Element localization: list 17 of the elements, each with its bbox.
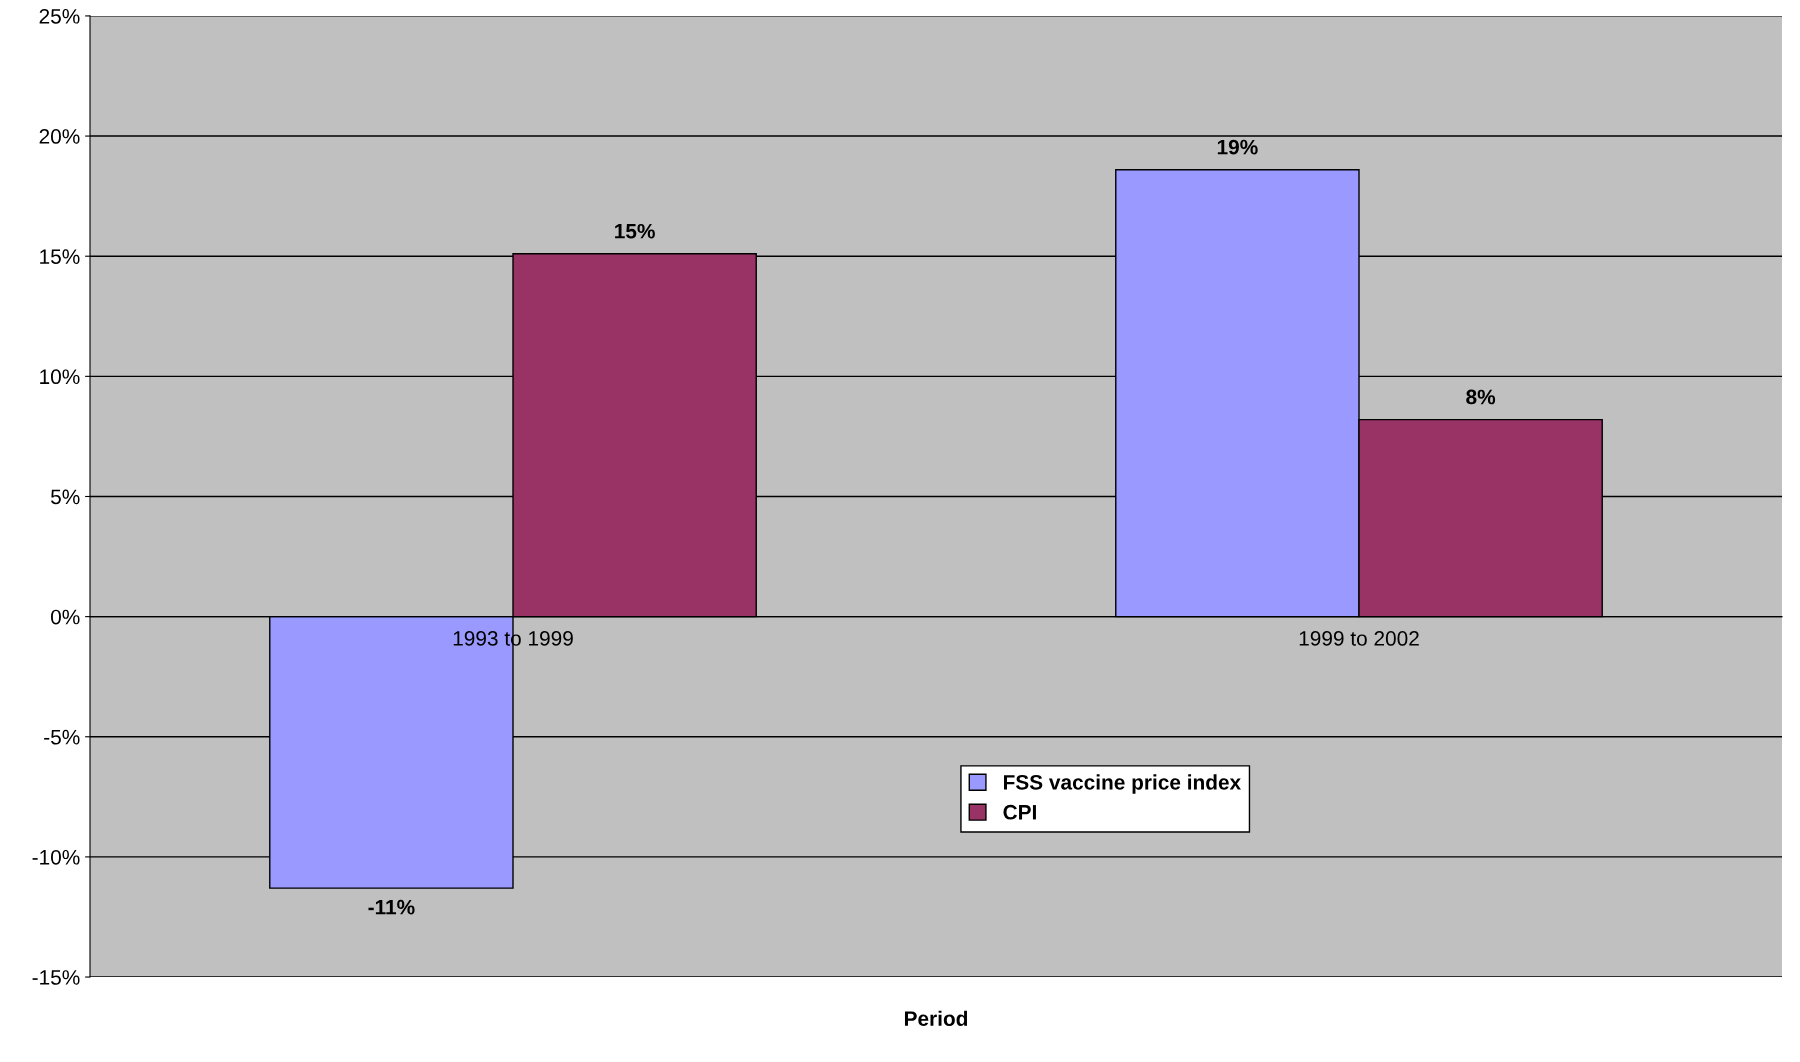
legend-label: CPI [1003,804,1036,820]
x-tick-label: 1999 to 2002 [1299,631,1419,646]
y-tick-label: 25% [39,8,80,24]
y-tick-label: -15% [32,970,80,985]
y-tick-label: 0% [50,609,80,625]
y-tick-label: 20% [39,129,80,144]
y-tick-label: -10% [32,849,80,865]
data-label: 8% [1466,389,1496,405]
x-axis-title: Period [904,1010,968,1026]
y-tick-label: 15% [40,249,80,264]
data-label: 19% [1217,139,1258,155]
y-tick-label: 5% [51,489,80,505]
y-tick-label: -5% [44,729,80,745]
data-label: 15% [615,223,655,239]
data-label: -11% [368,899,415,915]
legend-label: FSS vaccine price index [1004,774,1241,794]
y-tick-label: 10% [40,369,80,385]
